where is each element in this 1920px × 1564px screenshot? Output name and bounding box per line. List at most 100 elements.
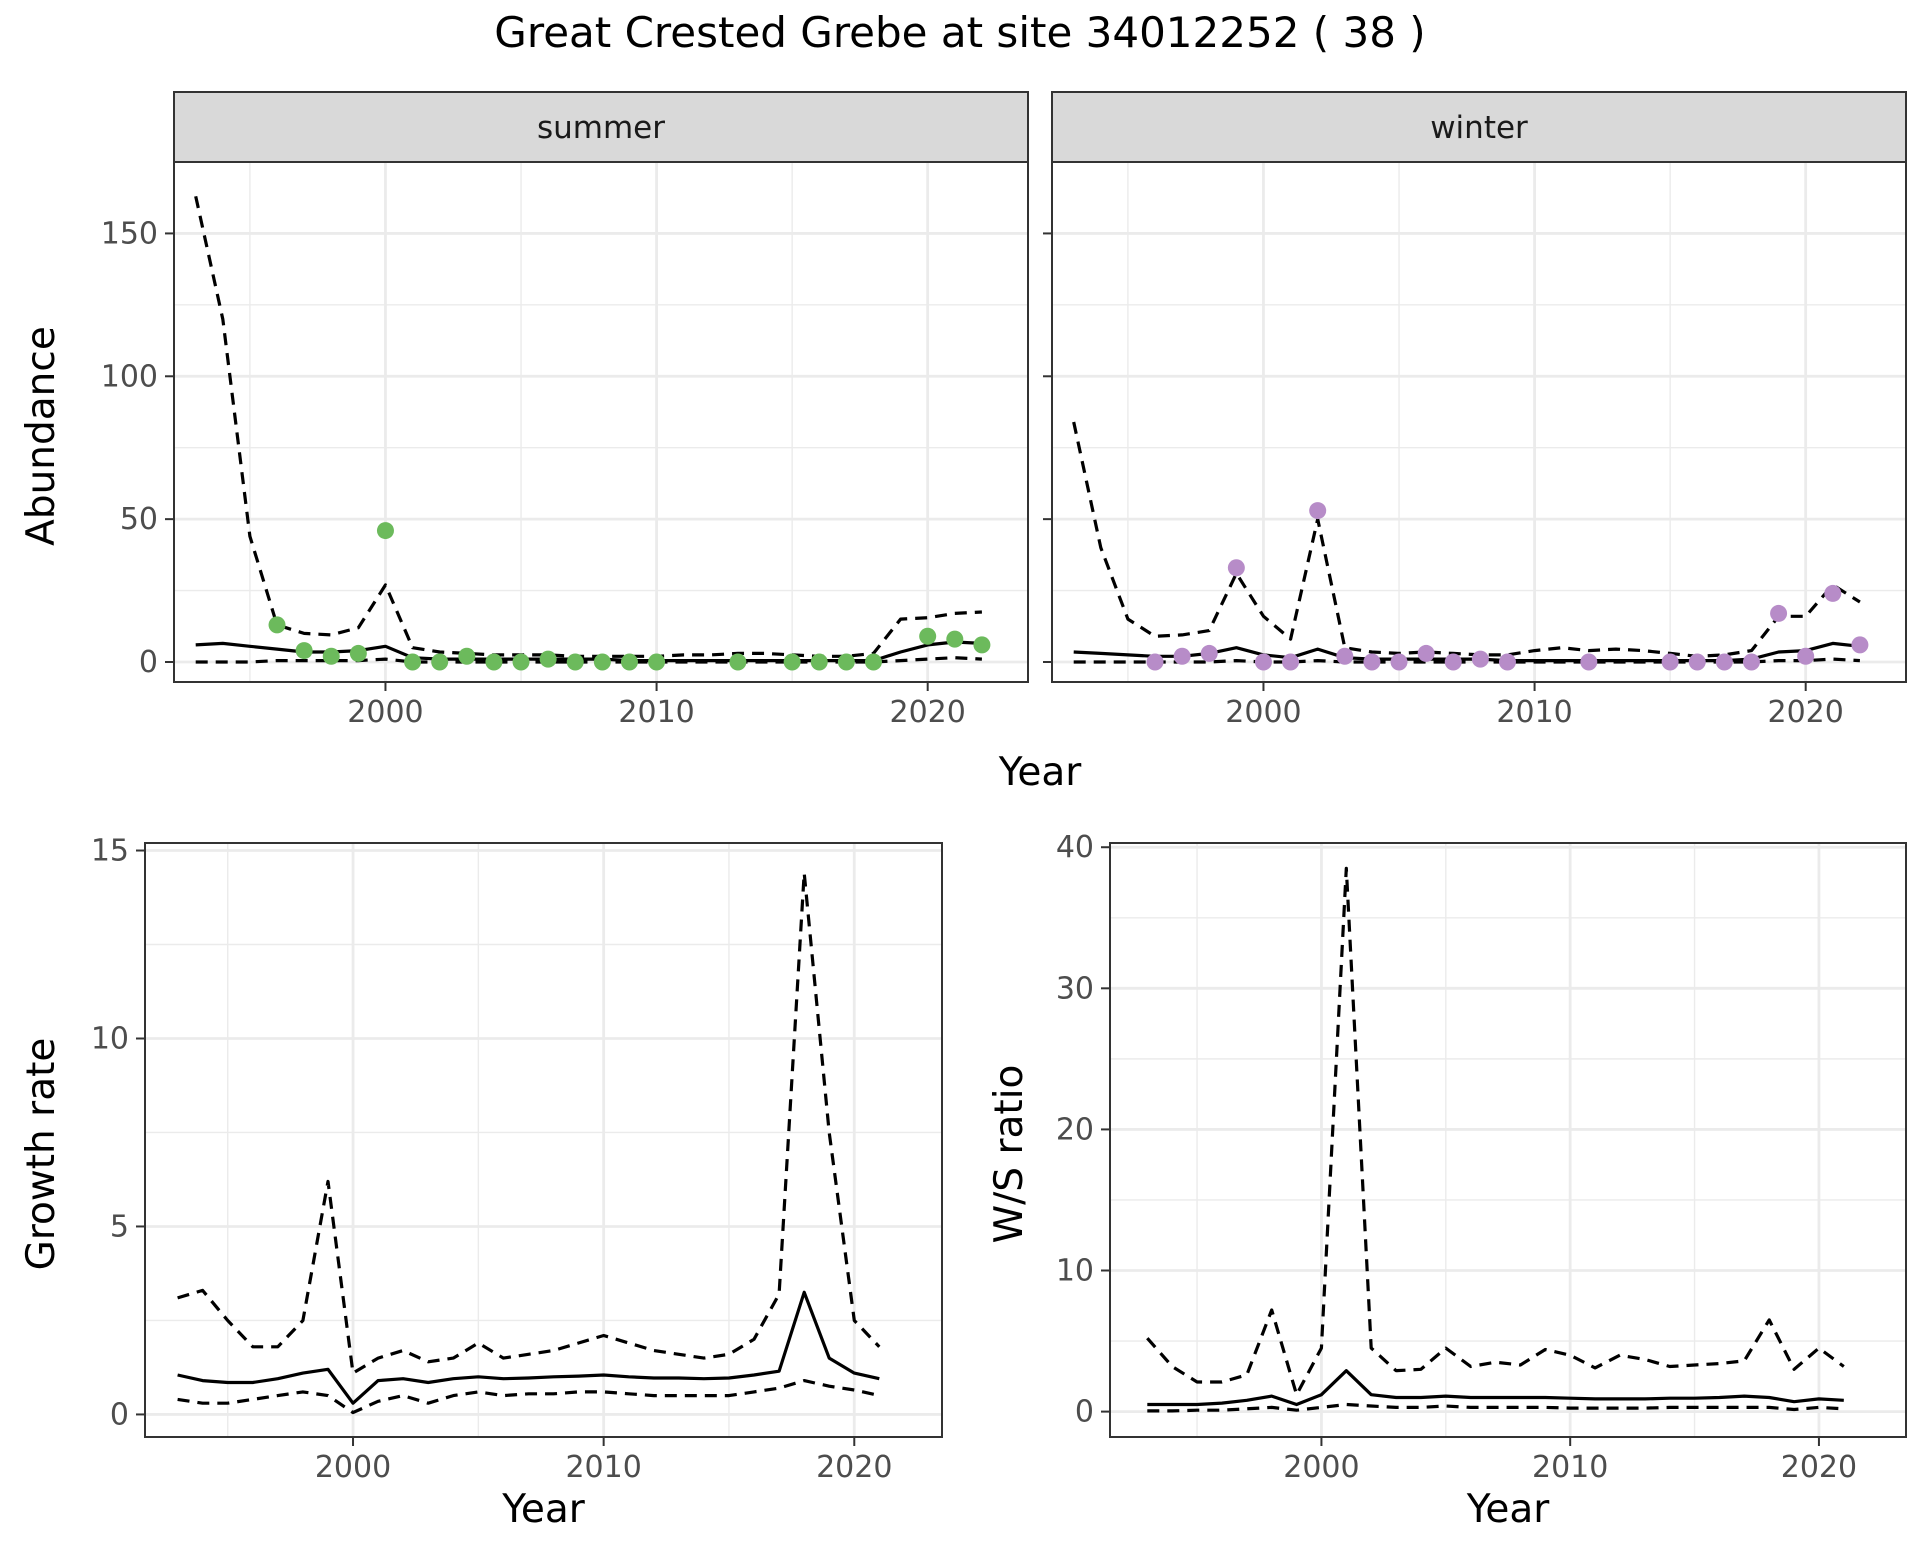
panel-wsratio: 2000 2010 2020 0 10 20 30 40 W/S ratio Year — [987, 830, 1907, 1532]
data-point — [431, 653, 449, 671]
y-tick-label: 20 — [1056, 1112, 1094, 1147]
figure-title: Great Crested Grebe at site 34012252 ( 3… — [494, 8, 1425, 57]
data-point — [349, 644, 367, 662]
series-line-upper — [1072, 421, 1861, 658]
panel-growth: 2000 2010 2020 0 5 10 15 Growth rate Year — [19, 834, 943, 1532]
data-point — [512, 653, 530, 671]
data-point — [1688, 653, 1706, 671]
series-line-upper — [194, 195, 982, 658]
data-point — [1254, 653, 1272, 671]
data-point — [458, 647, 476, 665]
data-point — [1444, 653, 1462, 671]
x-tick-label: 2000 — [347, 695, 423, 730]
data-point — [1851, 636, 1869, 654]
data-point — [1309, 502, 1327, 520]
y-tick-label: 10 — [1056, 1254, 1094, 1289]
data-point — [1661, 653, 1679, 671]
x-tick-label: 2000 — [315, 1450, 391, 1485]
y-tick-label: 100 — [101, 359, 158, 394]
data-point — [837, 653, 855, 671]
y-tick-label: 0 — [1075, 1395, 1094, 1430]
data-point — [864, 653, 882, 671]
data-point — [620, 653, 638, 671]
x-axis-title-facets: Year — [998, 750, 1083, 795]
data-point — [919, 627, 937, 645]
y-tick-label: 40 — [1056, 830, 1094, 865]
data-point — [1770, 604, 1788, 622]
data-point — [1498, 653, 1516, 671]
data-point — [1715, 653, 1733, 671]
y-tick-label: 50 — [120, 502, 158, 537]
data-point — [729, 653, 747, 671]
data-point — [1742, 653, 1760, 671]
y-tick-label: 0 — [110, 1397, 129, 1432]
data-point — [1227, 559, 1245, 577]
y-axis-title: W/S ratio — [987, 1065, 1032, 1244]
y-tick-label: 30 — [1056, 971, 1094, 1006]
facet-strip — [1051, 91, 1907, 163]
data-point — [1173, 647, 1191, 665]
plot-background — [1052, 162, 1906, 682]
data-point — [1282, 653, 1300, 671]
y-axis-title: Abundance — [19, 326, 64, 546]
series-line-upper — [177, 871, 881, 1375]
data-point — [1200, 644, 1218, 662]
x-tick-label: 2010 — [618, 695, 694, 730]
series-line-estimate — [177, 1290, 880, 1405]
panel-winter: winter 2000 2010 2020 — [1043, 91, 1907, 730]
data-point — [376, 522, 394, 540]
series-line-estimate — [1147, 1369, 1844, 1407]
plot-background — [145, 843, 942, 1437]
series-line-upper — [1146, 866, 1845, 1397]
x-axis-title: Year — [1466, 1487, 1551, 1532]
data-point — [322, 647, 340, 665]
data-point — [566, 653, 584, 671]
facet-strip — [173, 91, 1029, 163]
data-point — [1824, 584, 1842, 602]
x-tick-label: 2010 — [565, 1450, 641, 1485]
y-tick-label: 5 — [110, 1209, 129, 1244]
x-tick-label: 2010 — [1532, 1450, 1608, 1485]
x-tick-label: 2020 — [1781, 1450, 1857, 1485]
x-tick-label: 2000 — [1225, 695, 1301, 730]
panel-border — [1109, 842, 1907, 1438]
data-point — [1417, 644, 1435, 662]
y-tick-label: 0 — [139, 645, 158, 680]
x-tick-label: 2020 — [1768, 695, 1844, 730]
data-point — [539, 650, 557, 668]
plot-background — [1110, 843, 1906, 1437]
series-line-lower — [1147, 1402, 1844, 1413]
data-point — [1797, 647, 1815, 665]
data-point — [295, 642, 313, 660]
x-tick-label: 2020 — [890, 695, 966, 730]
facet-strip-label: winter — [1430, 110, 1528, 146]
data-point — [1146, 653, 1164, 671]
series-line-lower — [1073, 657, 1860, 664]
data-point — [485, 653, 503, 671]
data-point — [1580, 653, 1598, 671]
data-point — [946, 630, 964, 648]
data-point — [783, 653, 801, 671]
data-point — [648, 653, 666, 671]
panel-border — [144, 842, 943, 1438]
x-tick-label: 2010 — [1496, 695, 1572, 730]
y-tick-label: 150 — [101, 216, 158, 251]
x-tick-label: 2020 — [816, 1450, 892, 1485]
data-point — [593, 653, 611, 671]
series-line-lower — [177, 1378, 880, 1415]
y-tick-label: 10 — [91, 1021, 129, 1056]
x-tick-label: 2000 — [1283, 1450, 1359, 1485]
data-point — [1363, 653, 1381, 671]
facet-strip-label: summer — [537, 110, 665, 146]
data-point — [404, 653, 422, 671]
data-point — [1471, 650, 1489, 668]
data-point — [973, 636, 991, 654]
data-point — [1390, 653, 1408, 671]
data-point — [810, 653, 828, 671]
y-tick-label: 15 — [91, 834, 129, 869]
panel-summer: summer 2000 2010 2020 0 50 100 150 Abundance — [19, 91, 1029, 730]
y-axis-title: Growth rate — [19, 1038, 64, 1271]
